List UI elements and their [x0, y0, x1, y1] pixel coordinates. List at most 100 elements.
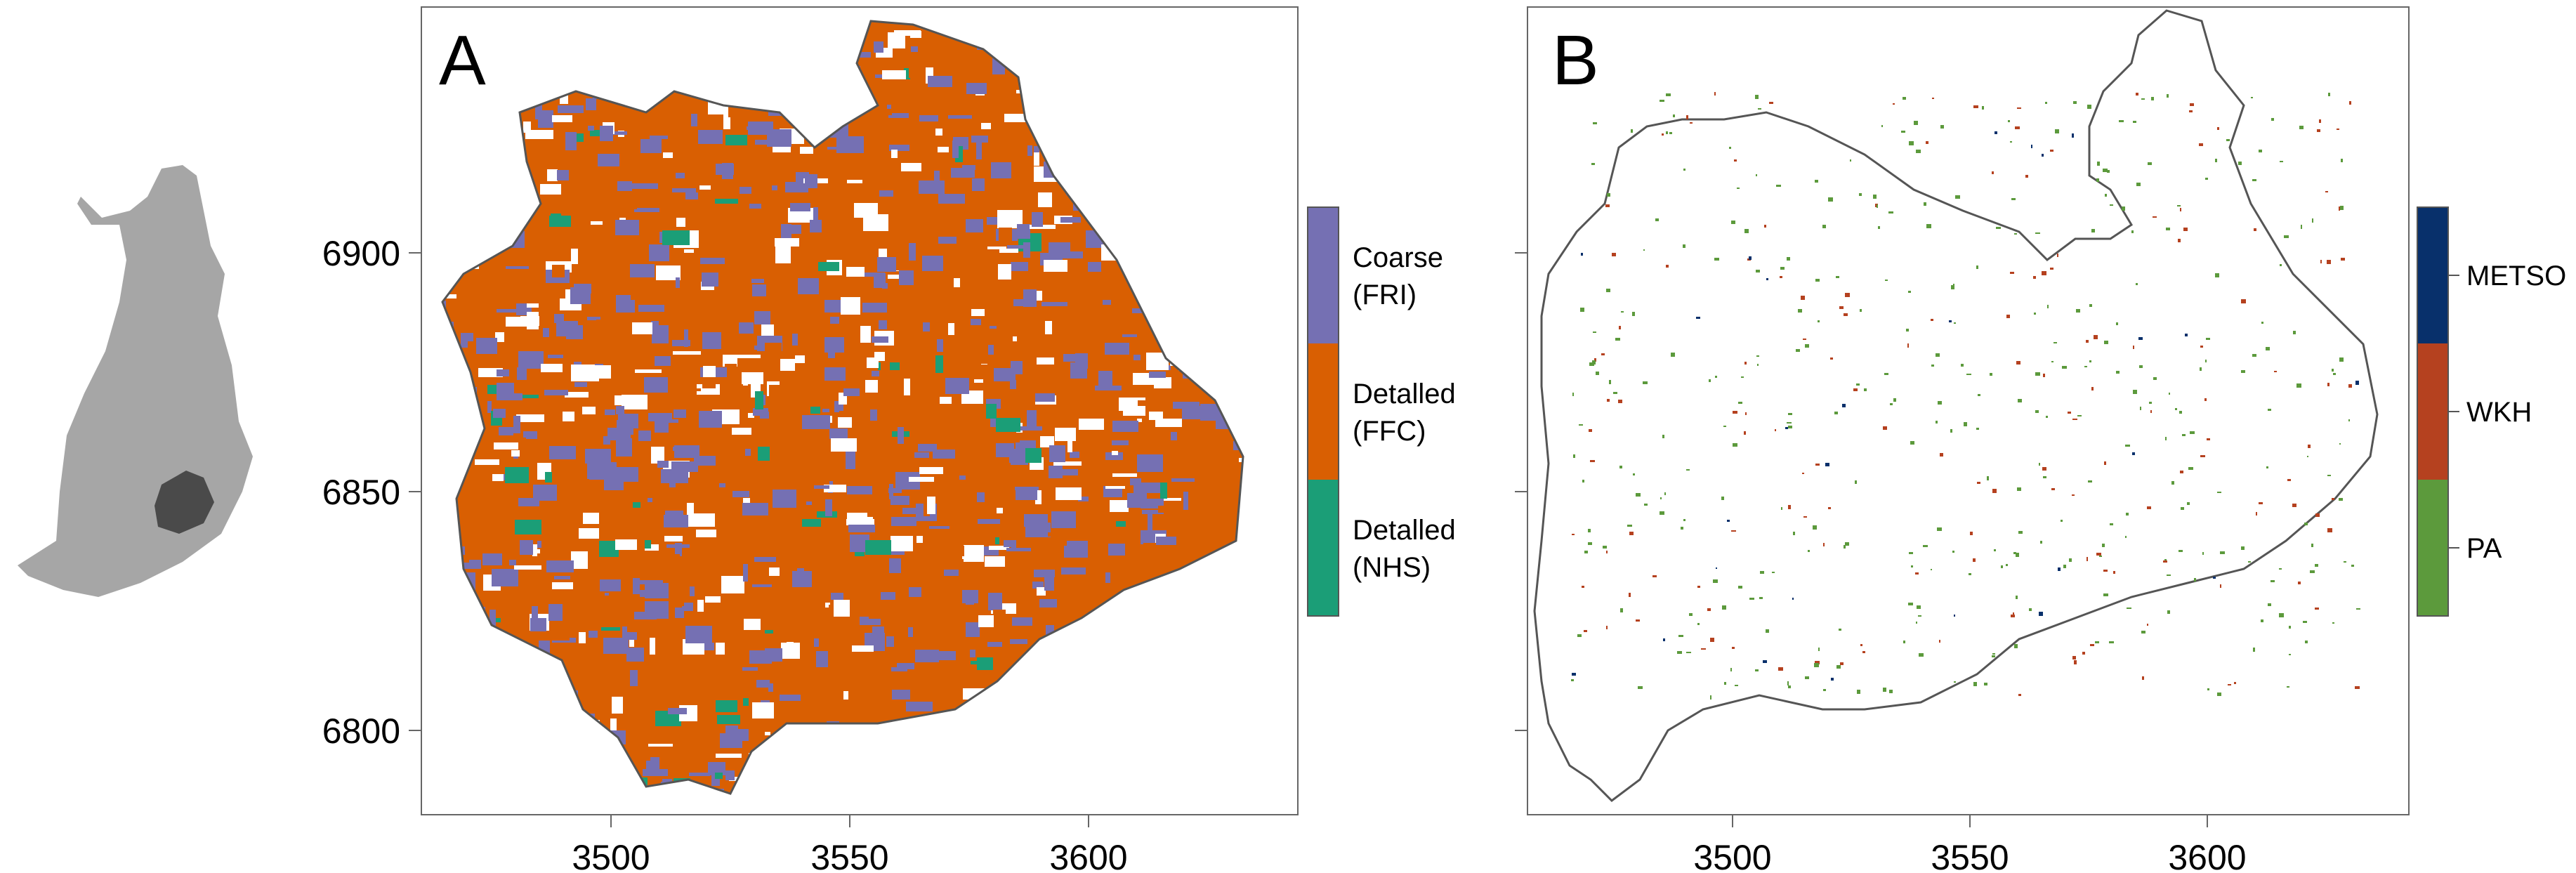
map-patch [1910, 441, 1914, 445]
map-patch [1169, 626, 1188, 629]
map-patch [442, 467, 445, 485]
map-patch [501, 654, 508, 670]
map-patch [702, 273, 718, 287]
map-patch [831, 110, 848, 126]
map-patch [450, 748, 465, 757]
map-patch [891, 235, 918, 243]
map-patch [1261, 249, 1283, 264]
map-patch [1977, 482, 1980, 484]
map-patch [1214, 604, 1219, 617]
map-patch [825, 603, 830, 608]
map-patch [1618, 400, 1622, 403]
map-patch [497, 369, 509, 376]
map-patch [2147, 624, 2148, 626]
map-patch [1110, 136, 1129, 142]
map-patch [626, 648, 644, 662]
map-patch [834, 600, 850, 617]
map-patch [1163, 289, 1175, 306]
map-patch [447, 239, 471, 244]
map-patch [605, 409, 615, 415]
map-patch [981, 365, 992, 383]
map-patch [2069, 558, 2072, 562]
map-patch [538, 110, 553, 128]
map-patch [1911, 565, 1913, 567]
map-patch [841, 38, 853, 54]
map-patch [514, 378, 523, 393]
map-patch [1044, 313, 1060, 317]
map-patch [427, 616, 440, 629]
map-patch [1266, 568, 1282, 584]
map-patch [504, 694, 513, 708]
map-patch [598, 154, 619, 166]
map-patch [1148, 198, 1163, 207]
map-patch [442, 126, 445, 138]
map-patch [813, 207, 818, 220]
map-patch [1221, 704, 1235, 714]
map-patch [916, 536, 923, 543]
map-patch [580, 44, 599, 47]
map-patch [2238, 162, 2242, 165]
map-patch [952, 140, 959, 158]
map-patch [852, 645, 874, 652]
map-patch [664, 536, 683, 541]
map-patch [1071, 712, 1095, 728]
map-patch [1769, 102, 1773, 104]
map-patch [2040, 541, 2042, 544]
map-patch [553, 33, 575, 48]
map-patch [444, 697, 469, 706]
map-patch [1010, 639, 1027, 644]
map-patch [1235, 216, 1243, 220]
map-patch [847, 486, 872, 494]
map-patch [645, 544, 659, 551]
map-patch [742, 503, 768, 516]
map-patch [442, 613, 452, 618]
map-patch [2087, 105, 2091, 109]
map-patch [2091, 229, 2095, 232]
map-patch [1202, 661, 1210, 674]
map-patch [1780, 267, 1785, 270]
map-patch [530, 670, 557, 684]
map-patch [1683, 244, 1685, 248]
map-patch [1589, 429, 1592, 432]
map-patch [656, 265, 681, 280]
map-patch [1148, 514, 1152, 531]
map-patch [489, 109, 499, 114]
map-patch [1200, 752, 1214, 765]
map-patch [1788, 413, 1792, 415]
map-patch [2256, 512, 2257, 516]
map-patch [2125, 445, 2130, 447]
map-patch [573, 41, 589, 49]
map-patch [1111, 684, 1125, 692]
map-patch [891, 150, 898, 158]
map-patch [1176, 32, 1192, 40]
map-patch [535, 67, 544, 82]
map-patch [1984, 683, 1987, 685]
map-patch [2280, 264, 2282, 266]
map-patch [588, 126, 594, 131]
map-patch [525, 698, 545, 713]
map-patch [2268, 409, 2271, 411]
map-patch [1757, 364, 1759, 366]
y-tick-6850: 6850 [322, 473, 400, 512]
map-patch [808, 473, 815, 483]
map-patch [1222, 238, 1239, 256]
map-patch [2199, 143, 2203, 146]
map-patch [2340, 206, 2344, 210]
map-patch [537, 695, 556, 697]
map-patch [533, 485, 557, 501]
legend-b-metso: METSO [2466, 261, 2566, 291]
map-patch [2327, 475, 2331, 476]
map-patch [933, 449, 955, 459]
map-patch [634, 208, 659, 212]
map-patch [2057, 254, 2058, 257]
map-patch [514, 565, 541, 570]
map-patch [2205, 178, 2208, 180]
map-patch [1961, 364, 1964, 367]
map-patch [1180, 159, 1197, 170]
map-patch [725, 770, 735, 780]
map-patch [752, 584, 772, 587]
map-patch [1850, 159, 1851, 162]
map-patch [1990, 373, 1992, 376]
map-patch [612, 775, 619, 786]
map-patch [428, 687, 436, 704]
